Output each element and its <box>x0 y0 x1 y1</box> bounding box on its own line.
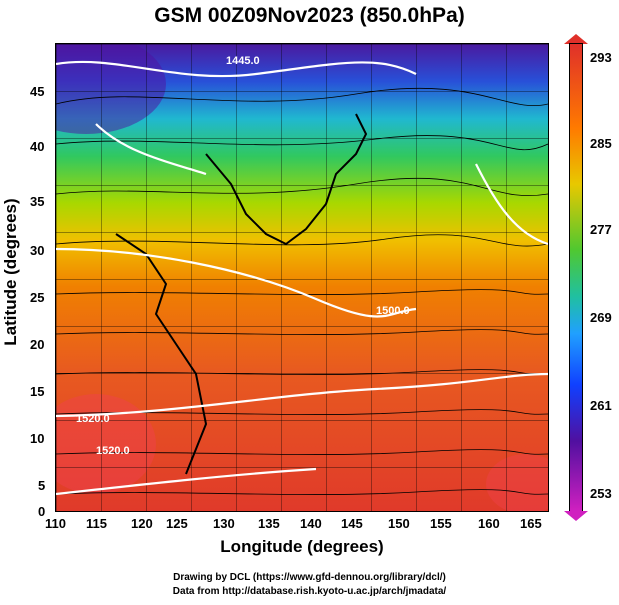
contour-label: 1520.0 <box>96 445 130 457</box>
y-axis-label: Latitude (degrees) <box>1 198 20 346</box>
y-tick: 15 <box>30 384 45 399</box>
y-tick: 45 <box>30 84 45 99</box>
y-tick: 20 <box>30 337 45 352</box>
y-tick: 35 <box>30 194 45 209</box>
y-tick: 30 <box>30 243 45 258</box>
x-tick: 110 <box>45 516 66 531</box>
colorbar-upper-arrow <box>564 34 588 44</box>
contour-label: 1445.0 <box>226 55 260 67</box>
x-tick: 130 <box>213 516 235 531</box>
colorbar <box>569 43 583 512</box>
colorbar-label: 269 <box>590 310 612 325</box>
x-tick: 145 <box>341 516 363 531</box>
y-tick: 5 <box>38 478 46 493</box>
x-tick: 115 <box>86 516 107 531</box>
x-tick: 155 <box>430 516 452 531</box>
x-tick: 140 <box>300 516 322 531</box>
x-tick: 125 <box>166 516 188 531</box>
colorbar-lower-arrow <box>564 511 588 521</box>
credit-data: Data from http://database.rish.kyoto-u.a… <box>172 586 447 597</box>
map-plot-area: 1445.0 1500.0 1520.0 1520.0 <box>55 43 549 512</box>
x-axis-label: Longitude (degrees) <box>220 537 384 556</box>
colorbar-label: 293 <box>590 50 612 65</box>
y-tick: 40 <box>30 139 45 154</box>
colorbar-label: 261 <box>590 398 612 413</box>
y-tick: 10 <box>30 431 45 446</box>
contour-label: 1500.0 <box>376 305 410 317</box>
x-tick: 150 <box>388 516 410 531</box>
map-title: GSM 00Z09Nov2023 (850.0hPa) <box>154 4 465 27</box>
temperature-field-map: 1445.0 1500.0 1520.0 1520.0 <box>56 44 548 511</box>
colorbar-label: 253 <box>590 486 612 501</box>
x-tick: 120 <box>131 516 153 531</box>
x-tick: 135 <box>258 516 280 531</box>
x-tick: 165 <box>520 516 542 531</box>
y-tick: 0 <box>38 504 46 519</box>
contour-label: 1520.0 <box>76 413 110 425</box>
y-tick: 25 <box>30 290 45 305</box>
credit-drawing: Drawing by DCL (https://www.gfd-dennou.o… <box>173 572 446 583</box>
colorbar-label: 285 <box>590 136 612 151</box>
x-tick: 160 <box>478 516 500 531</box>
colorbar-label: 277 <box>590 222 612 237</box>
